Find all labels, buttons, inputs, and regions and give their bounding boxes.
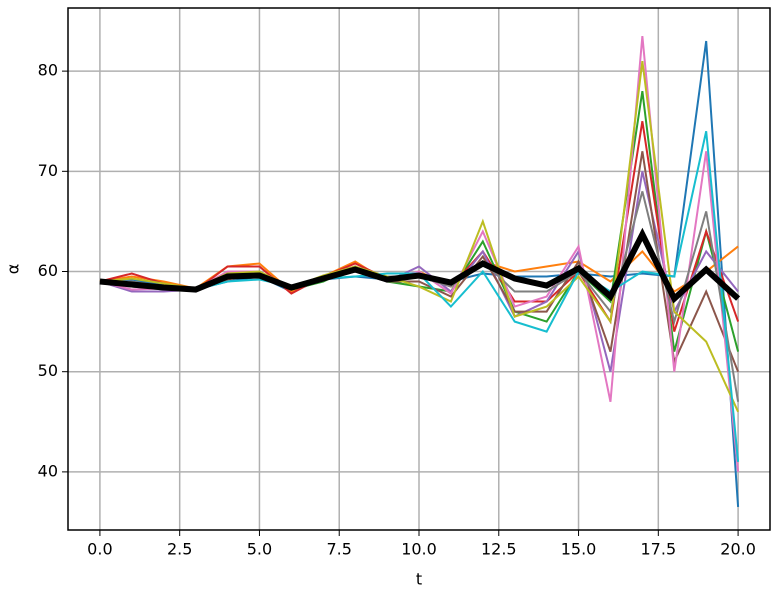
plot-frame <box>67 7 771 531</box>
x-tick-label: 10.0 <box>401 540 437 559</box>
y-tick-label: 40 <box>38 461 58 480</box>
x-tick-label: 7.5 <box>327 540 352 559</box>
x-tick-label: 0.0 <box>87 540 112 559</box>
x-tick-label: 2.5 <box>167 540 192 559</box>
y-tick-label: 50 <box>38 361 58 380</box>
y-tick-label: 80 <box>38 61 58 80</box>
x-tick-label: 5.0 <box>247 540 272 559</box>
y-tick-label: 60 <box>38 261 58 280</box>
x-tick-label: 12.5 <box>481 540 517 559</box>
x-tick-label: 20.0 <box>720 540 756 559</box>
y-axis-label: α <box>4 264 23 275</box>
x-tick-label: 15.0 <box>561 540 597 559</box>
x-tick-label: 17.5 <box>641 540 677 559</box>
y-tick-label: 70 <box>38 161 58 180</box>
x-axis-label: t <box>416 570 422 589</box>
series-line <box>99 227 741 304</box>
